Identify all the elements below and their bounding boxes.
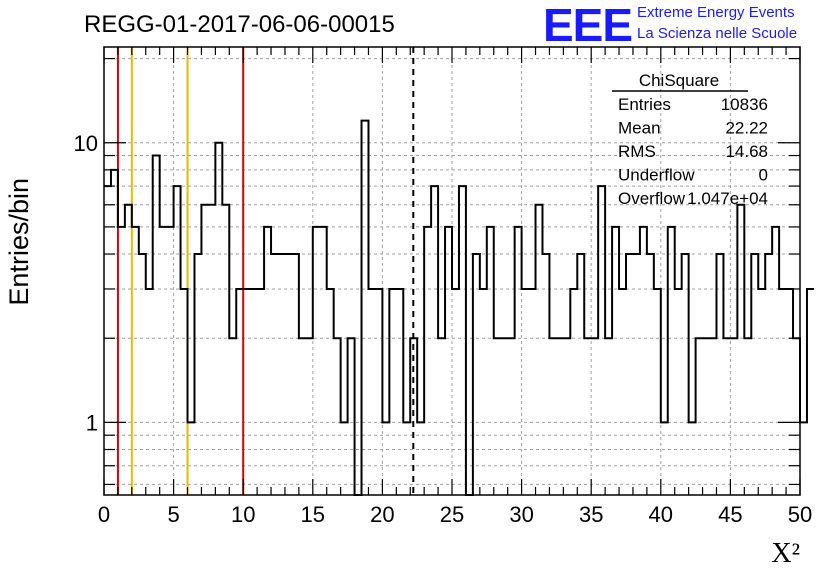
x-axis-label: X² bbox=[771, 538, 800, 569]
histogram-line bbox=[104, 119, 814, 496]
stats-value: 0 bbox=[759, 166, 768, 185]
x-tick-label: 15 bbox=[301, 502, 325, 527]
stats-value: 14.68 bbox=[725, 142, 768, 161]
stats-value: 10836 bbox=[721, 95, 768, 114]
stats-box: ChiSquare Entries 10836 Mean 22.22 RMS 14.68 Un… bbox=[612, 71, 768, 208]
stats-value: 22.22 bbox=[725, 119, 768, 138]
chart-title: REGG-01-2017-06-06-00015 bbox=[84, 11, 395, 38]
x-tick-label: 5 bbox=[167, 502, 179, 527]
stats-label: Mean bbox=[618, 119, 661, 138]
x-tick-label: 30 bbox=[509, 502, 533, 527]
x-tick-label: 25 bbox=[440, 502, 464, 527]
stats-value: 1.047e+04 bbox=[687, 189, 768, 208]
x-tick-label: 50 bbox=[788, 502, 812, 527]
x-tick-label: 0 bbox=[98, 502, 110, 527]
x-tick-label: 10 bbox=[231, 502, 255, 527]
stats-title: ChiSquare bbox=[639, 71, 719, 90]
axes: 0 5 10 15 20 25 30 35 40 45 50 1 10 bbox=[74, 46, 812, 527]
stats-label: Overflow bbox=[618, 189, 686, 208]
stats-label: RMS bbox=[618, 142, 656, 161]
x-tick-label: 45 bbox=[718, 502, 742, 527]
reference-lines bbox=[116, 47, 415, 495]
eee-logo: EEE bbox=[543, 0, 633, 51]
x-tick-label: 20 bbox=[370, 502, 394, 527]
brand-line-1: Extreme Energy Events bbox=[637, 4, 795, 21]
x-tick-label: 35 bbox=[579, 502, 603, 527]
stats-label: Underflow bbox=[618, 166, 695, 185]
x-tick-label: 40 bbox=[649, 502, 673, 527]
stats-label: Entries bbox=[618, 95, 671, 114]
y-tick-label: 10 bbox=[74, 131, 98, 156]
y-tick-label: 1 bbox=[86, 410, 98, 435]
brand-line-2: La Scienza nelle Scuole bbox=[637, 25, 798, 42]
